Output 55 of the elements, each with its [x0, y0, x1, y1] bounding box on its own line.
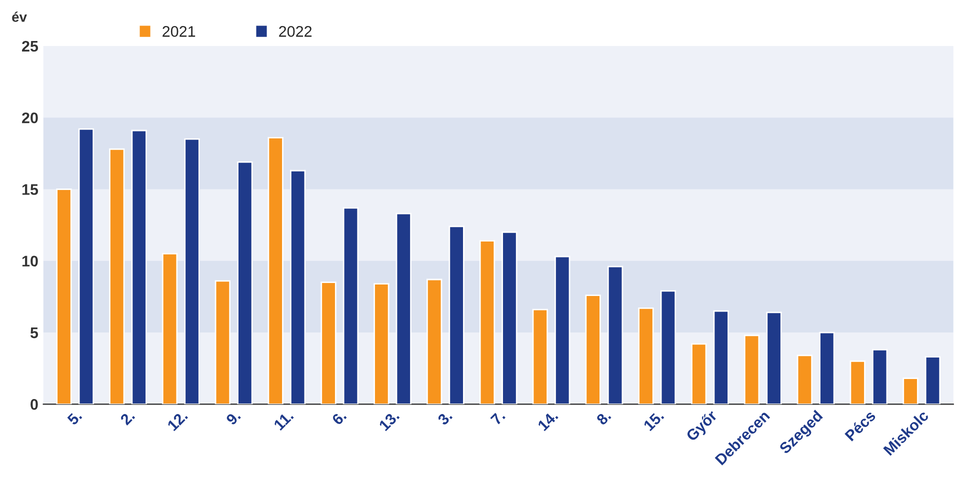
x-tick-label: 11. — [273, 410, 294, 431]
bar — [819, 332, 835, 404]
bar — [426, 278, 442, 404]
bar — [744, 334, 760, 404]
y-tick-label: 5 — [30, 328, 38, 338]
bar — [796, 354, 813, 404]
bar — [502, 232, 518, 404]
y-tick-label: 25 — [22, 40, 38, 52]
bar — [56, 188, 72, 404]
y-tick-label: 15 — [22, 184, 38, 195]
bar — [109, 148, 125, 404]
bar — [766, 312, 782, 404]
x-tick-label: 6. — [331, 410, 347, 426]
bar — [268, 136, 284, 404]
bar — [585, 294, 601, 404]
bar — [290, 170, 306, 404]
x-tick-label: 7. — [490, 410, 506, 426]
bar — [924, 356, 941, 404]
bar — [532, 308, 548, 404]
y-axis-title: év — [12, 12, 27, 22]
x-tick-label: 13. — [378, 410, 400, 432]
x-tick-label: 8. — [596, 410, 612, 426]
bar — [78, 128, 94, 404]
x-tick-label: 9. — [225, 410, 241, 426]
x-tick-label: 14. — [537, 410, 558, 432]
x-tick-label: 5. — [66, 410, 82, 426]
bar — [342, 207, 359, 404]
bar — [713, 310, 729, 404]
bar — [214, 280, 231, 404]
bar — [638, 307, 654, 404]
bar — [237, 161, 253, 404]
bar — [396, 212, 412, 404]
bar — [479, 240, 496, 404]
bar — [872, 349, 888, 404]
bar — [184, 138, 200, 404]
bar — [320, 282, 336, 404]
y-tick-label: 10 — [22, 256, 38, 267]
bar — [691, 343, 707, 404]
legend-label: 2022 — [279, 26, 312, 37]
bar — [660, 290, 676, 404]
bar — [448, 226, 464, 404]
bar — [162, 253, 178, 404]
x-tick-label: 2. — [120, 410, 136, 426]
bar — [607, 266, 624, 404]
bar — [554, 256, 570, 404]
x-tick-label: 3. — [436, 410, 453, 426]
x-tick-label: 15. — [643, 410, 664, 432]
bar — [374, 283, 390, 404]
bar — [902, 378, 918, 404]
bar — [850, 360, 866, 404]
x-tick-label: 12. — [166, 410, 188, 432]
y-tick-label: 0 — [30, 399, 38, 410]
bar — [131, 130, 147, 404]
y-tick-label: 20 — [22, 112, 38, 124]
legend-label: 2021 — [162, 26, 196, 37]
